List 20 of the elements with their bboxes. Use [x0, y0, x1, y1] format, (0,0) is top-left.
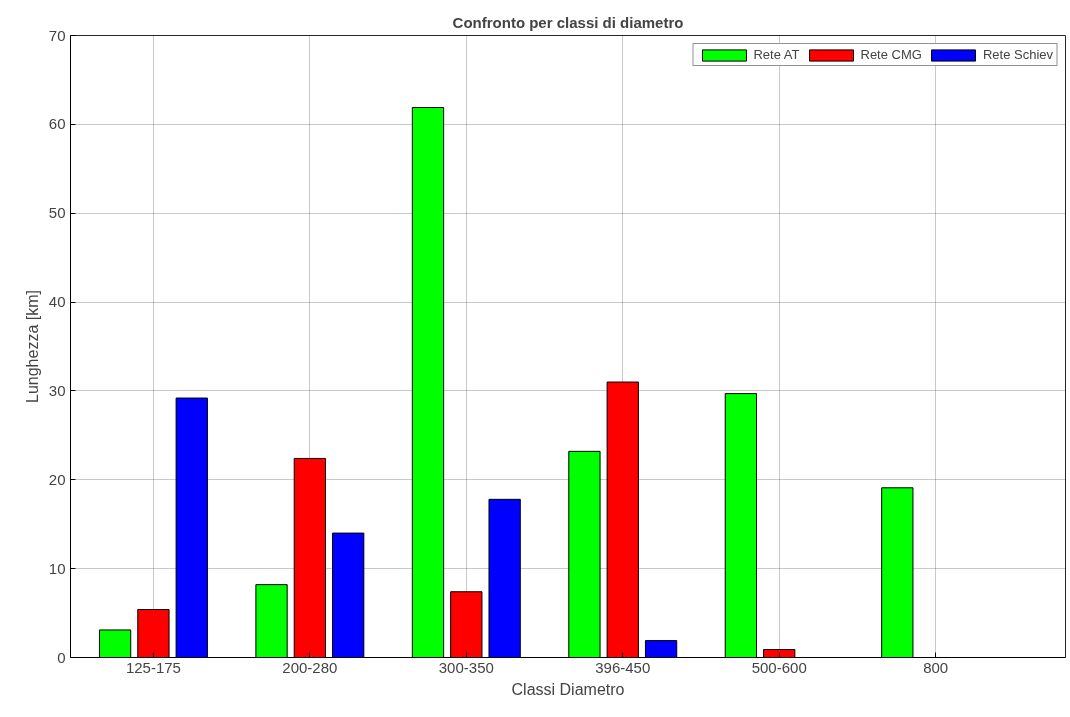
x-tick-label: 125-175 [125, 658, 181, 676]
y-tick-label: 40 [48, 293, 66, 311]
y-tick-label: 60 [48, 115, 66, 133]
y-tick-label: 0 [57, 648, 66, 666]
x-tick-label: 800 [923, 658, 949, 676]
legend-label: Rete AT [753, 47, 800, 62]
chart-title: Confronto per classi di diametro [452, 13, 684, 31]
y-axis-title: Lunghezza [km] [23, 290, 41, 403]
y-tick-label: 50 [48, 204, 66, 222]
x-axis-title: Classi Diametro [511, 680, 625, 698]
x-tick-label: 500-600 [751, 658, 807, 676]
legend-label: Rete Schiev [982, 47, 1053, 62]
y-tick-label: 70 [48, 26, 66, 44]
legend-label: Rete CMG [860, 47, 922, 62]
x-tick-label: 300-350 [438, 658, 494, 676]
y-tick-label: 30 [48, 381, 66, 399]
x-tick-label: 396-450 [595, 658, 651, 676]
y-tick-label: 10 [48, 559, 66, 577]
x-tick-label: 200-280 [282, 658, 338, 676]
y-tick-label: 20 [48, 470, 66, 488]
